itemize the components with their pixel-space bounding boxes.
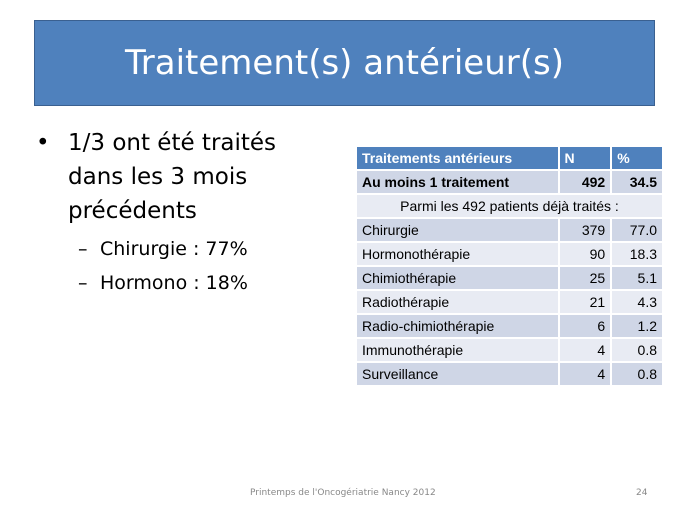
table-row: Immunothérapie 4 0.8 bbox=[355, 337, 664, 363]
row-label: Chirurgie bbox=[355, 217, 560, 243]
sub-bullet-list: – Chirurgie : 77% – Hormono : 18% bbox=[36, 232, 336, 300]
row-label: Surveillance bbox=[355, 361, 560, 387]
row-pct: 0.8 bbox=[610, 361, 664, 387]
title-banner: Traitement(s) antérieur(s) bbox=[34, 20, 655, 106]
bullet-list: • 1/3 ont été traités dans les 3 mois pr… bbox=[36, 126, 336, 300]
header-treatments: Traitements antérieurs bbox=[355, 145, 560, 171]
table-row: Hormonothérapie 90 18.3 bbox=[355, 241, 664, 267]
dash-icon: – bbox=[78, 272, 88, 294]
row-n: 21 bbox=[557, 289, 613, 315]
row-pct: 0.8 bbox=[610, 337, 664, 363]
header-n: N bbox=[557, 145, 613, 171]
summary-row: Au moins 1 traitement 492 34.5 bbox=[355, 169, 664, 195]
sub-bullet-text: Chirurgie : 77% bbox=[100, 238, 248, 260]
table-row: Chirurgie 379 77.0 bbox=[355, 217, 664, 243]
bullet-item: • 1/3 ont été traités dans les 3 mois pr… bbox=[36, 126, 336, 228]
row-label: Radiothérapie bbox=[355, 289, 560, 315]
table-row: Radio-chimiothérapie 6 1.2 bbox=[355, 313, 664, 339]
header-percent: % bbox=[610, 145, 664, 171]
table-row: Chimiothérapie 25 5.1 bbox=[355, 265, 664, 291]
subheading-row: Parmi les 492 patients déjà traités : bbox=[355, 193, 664, 219]
summary-n: 492 bbox=[557, 169, 613, 195]
sub-bullet-item: – Hormono : 18% bbox=[78, 266, 336, 300]
bullet-text: 1/3 ont été traités dans les 3 mois préc… bbox=[68, 130, 277, 224]
table-header-row: Traitements antérieurs N % bbox=[355, 145, 664, 171]
row-pct: 77.0 bbox=[610, 217, 664, 243]
bullet-dot-icon: • bbox=[36, 130, 50, 156]
row-pct: 1.2 bbox=[610, 313, 664, 339]
row-n: 4 bbox=[557, 337, 613, 363]
summary-label: Au moins 1 traitement bbox=[355, 169, 560, 195]
table-row: Radiothérapie 21 4.3 bbox=[355, 289, 664, 315]
row-label: Immunothérapie bbox=[355, 337, 560, 363]
sub-bullet-item: – Chirurgie : 77% bbox=[78, 232, 336, 266]
row-pct: 4.3 bbox=[610, 289, 664, 315]
row-n: 90 bbox=[557, 241, 613, 267]
subheading-cell: Parmi les 492 patients déjà traités : bbox=[355, 193, 664, 219]
footer-text: Printemps de l'Oncogériatrie Nancy 2012 bbox=[250, 488, 436, 498]
page-number: 24 bbox=[636, 488, 648, 498]
table-row: Surveillance 4 0.8 bbox=[355, 361, 664, 387]
sub-bullet-text: Hormono : 18% bbox=[100, 272, 248, 294]
row-label: Chimiothérapie bbox=[355, 265, 560, 291]
summary-pct: 34.5 bbox=[610, 169, 664, 195]
row-n: 25 bbox=[557, 265, 613, 291]
dash-icon: – bbox=[78, 238, 88, 260]
row-n: 379 bbox=[557, 217, 613, 243]
row-label: Radio-chimiothérapie bbox=[355, 313, 560, 339]
row-pct: 18.3 bbox=[610, 241, 664, 267]
row-n: 6 bbox=[557, 313, 613, 339]
slide-title: Traitement(s) antérieur(s) bbox=[125, 43, 564, 83]
row-pct: 5.1 bbox=[610, 265, 664, 291]
row-label: Hormonothérapie bbox=[355, 241, 560, 267]
treatments-table: Traitements antérieurs N % Au moins 1 tr… bbox=[355, 145, 664, 387]
row-n: 4 bbox=[557, 361, 613, 387]
